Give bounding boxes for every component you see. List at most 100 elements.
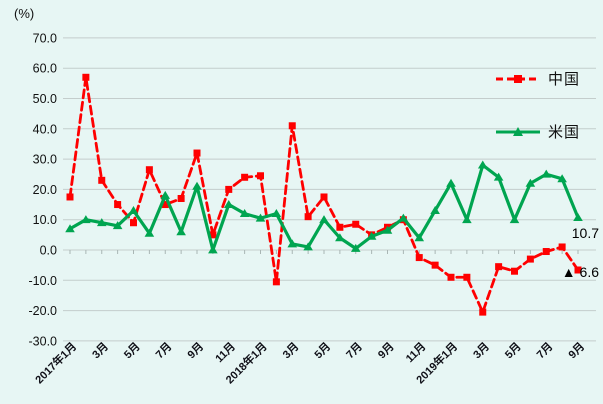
x-axis-tick-label: 5月: [312, 340, 333, 361]
y-axis-tick-label: -30.0: [29, 334, 58, 348]
us-triangle-marker: [255, 213, 266, 222]
us-triangle-marker: [128, 206, 139, 215]
us-triangle-marker: [176, 227, 186, 236]
china-square-marker: [511, 267, 518, 275]
us-triangle-marker: [446, 178, 456, 187]
china-square-marker: [320, 193, 328, 201]
y-axis-tick-label: 20.0: [33, 183, 57, 197]
x-axis-tick-label: 7月: [344, 340, 365, 361]
y-axis-tick-label: 30.0: [33, 153, 57, 167]
us-triangle-marker: [65, 224, 75, 233]
y-axis-tick-label: -10.0: [29, 274, 58, 288]
x-axis-tick-label: 5月: [121, 340, 142, 361]
us-triangle-marker: [335, 233, 345, 242]
china-square-marker: [352, 220, 360, 228]
china-square-marker: [145, 166, 153, 174]
us-triangle-marker: [223, 199, 234, 208]
series-china-line: [68, 75, 580, 314]
us-triangle-marker: [271, 209, 282, 218]
y-axis-tick-label: -20.0: [29, 304, 58, 318]
us-triangle-marker: [477, 160, 488, 169]
china-square-marker: [193, 149, 201, 157]
china-square-marker: [558, 243, 566, 251]
legend-item-china: 中国: [496, 68, 580, 89]
china-square-marker: [495, 263, 503, 271]
x-axis-tick-label: 3月: [280, 340, 301, 361]
china-square-marker: [336, 223, 344, 231]
x-axis-tick-label: 3月: [471, 340, 492, 361]
china-square-marker: [98, 176, 106, 184]
china-square-marker: [463, 273, 471, 281]
y-axis-tick-label: 70.0: [33, 31, 57, 45]
y-axis-tick-label: 0.0: [40, 244, 57, 258]
us-triangle-marker: [350, 243, 361, 252]
china-line-swatch-icon: [496, 74, 540, 83]
x-axis-tick-label: 9月: [185, 340, 206, 361]
us-triangle-marker: [81, 215, 91, 224]
us-triangle-marker: [525, 178, 536, 187]
us-triangle-marker: [430, 206, 440, 215]
china-square-marker: [288, 122, 296, 130]
china-square-marker: [542, 248, 550, 256]
annotation-china-last-value: ▲ 6.6: [561, 264, 599, 280]
china-square-marker: [225, 185, 233, 193]
y-axis-tick-label: 40.0: [33, 122, 57, 136]
x-axis-tick-label: 5月: [502, 340, 523, 361]
us-triangle-marker: [509, 215, 520, 224]
china-square-marker: [241, 173, 249, 181]
x-axis-tick-label: 7月: [153, 340, 174, 361]
series-us: [65, 160, 583, 254]
legend-label-us: 米国: [548, 124, 581, 141]
china-square-marker: [304, 213, 312, 221]
china-square-marker: [431, 261, 439, 269]
x-axis-tick-label: 9月: [566, 340, 587, 361]
china-square-marker: [209, 231, 217, 239]
us-triangle-marker: [112, 221, 123, 230]
china-square-marker: [82, 73, 90, 81]
gridlines: [63, 37, 596, 342]
china-square-marker: [257, 172, 264, 180]
legend-item-us: 米国: [496, 121, 580, 142]
legend-label-china: 中国: [548, 71, 581, 88]
us-triangle-marker: [319, 215, 329, 224]
china-square-marker: [114, 201, 122, 209]
y-axis-unit-label: (%): [14, 6, 35, 21]
china-square-marker: [66, 193, 74, 201]
china-square-marker: [161, 201, 169, 209]
us-triangle-marker: [96, 218, 107, 227]
us-line-swatch-icon: [496, 126, 540, 136]
x-axis-tick-label: 11月: [213, 340, 238, 365]
china-square-marker: [415, 254, 423, 262]
x-axis-tick-label: 11月: [403, 340, 428, 365]
x-axis-tick-label: 7月: [534, 340, 555, 361]
y-axis-tick-label: 10.0: [33, 213, 57, 227]
us-triangle-marker: [382, 225, 393, 234]
us-triangle-marker: [414, 233, 425, 242]
us-triangle-marker: [398, 213, 409, 222]
us-triangle-marker: [208, 245, 218, 254]
y-axis-labels: 70.0 60.0 50.0 40.0 30.0 20.0 10.0 0.0 -10.0 -20.…: [29, 31, 58, 348]
china-square-marker: [177, 194, 185, 202]
us-triangle-marker: [557, 174, 567, 183]
us-triangle-marker: [366, 231, 377, 240]
us-triangle-marker: [462, 215, 472, 224]
china-square-marker: [447, 273, 455, 281]
us-triangle-marker: [144, 228, 155, 237]
x-axis-tick-label: 9月: [375, 340, 396, 361]
us-triangle-marker: [239, 209, 250, 218]
china-square-marker: [130, 219, 137, 227]
us-triangle-marker: [192, 181, 202, 190]
china-square-marker: [526, 255, 534, 263]
china-square-marker: [272, 278, 280, 286]
x-axis-tick-label: 3月: [90, 340, 111, 361]
us-triangle-marker: [573, 212, 583, 221]
y-axis-tick-label: 50.0: [33, 92, 57, 106]
china-square-marker: [479, 308, 487, 316]
us-triangle-marker: [303, 242, 313, 251]
x-axis-ticks: [69, 250, 579, 254]
china-square-marker: [574, 266, 582, 274]
us-triangle-marker: [493, 172, 504, 181]
